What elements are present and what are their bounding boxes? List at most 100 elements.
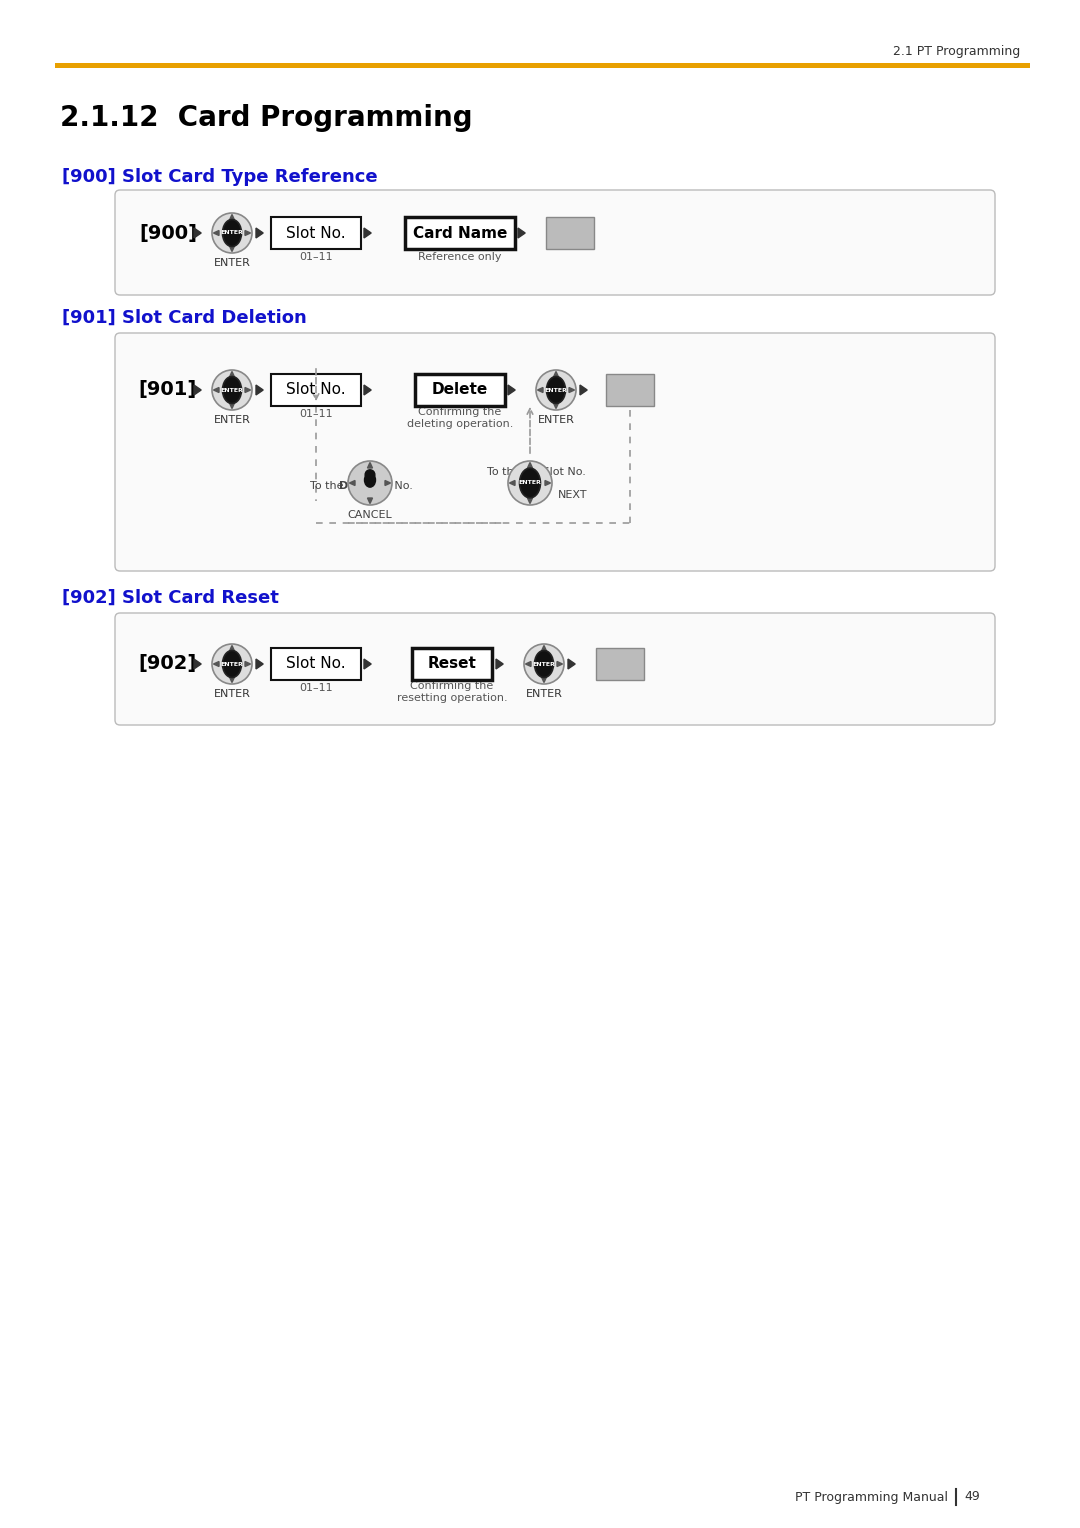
Polygon shape: [194, 385, 201, 394]
Polygon shape: [364, 659, 372, 669]
Text: END: END: [608, 659, 632, 669]
Polygon shape: [367, 498, 373, 504]
Polygon shape: [510, 480, 515, 486]
Text: ENTER: ENTER: [220, 231, 243, 235]
Text: ENTER: ENTER: [538, 416, 575, 425]
Text: 01–11: 01–11: [299, 410, 333, 419]
Circle shape: [212, 643, 252, 685]
Polygon shape: [256, 385, 264, 394]
Bar: [271, 374, 361, 406]
Polygon shape: [214, 231, 219, 235]
Polygon shape: [256, 659, 264, 669]
Polygon shape: [245, 388, 251, 393]
Polygon shape: [229, 645, 234, 651]
FancyBboxPatch shape: [114, 189, 995, 295]
Text: To the: To the: [310, 481, 347, 490]
Text: ENTER: ENTER: [214, 258, 251, 267]
Circle shape: [348, 461, 392, 504]
Circle shape: [536, 370, 576, 410]
Text: ENTER: ENTER: [214, 689, 251, 698]
Text: ENTER: ENTER: [544, 388, 567, 393]
Polygon shape: [367, 463, 373, 468]
Text: (HOLD): (HOLD): [550, 232, 591, 241]
Text: Desired: Desired: [339, 481, 387, 490]
Bar: [411, 648, 492, 680]
Bar: [405, 217, 515, 249]
Polygon shape: [245, 231, 251, 235]
Text: Slot No.: Slot No.: [366, 481, 413, 490]
Text: Slot No.: Slot No.: [286, 382, 346, 397]
Bar: [596, 648, 644, 680]
Text: Confirming the: Confirming the: [410, 681, 494, 691]
Text: ENTER: ENTER: [214, 416, 251, 425]
Text: Slot No.: Slot No.: [286, 657, 346, 671]
Bar: [546, 217, 594, 249]
Polygon shape: [229, 246, 234, 252]
Polygon shape: [538, 388, 543, 393]
Text: 01–11: 01–11: [299, 683, 333, 694]
Polygon shape: [508, 385, 515, 394]
Bar: [271, 217, 361, 249]
Text: CANCEL: CANCEL: [348, 510, 392, 520]
Text: To the: To the: [487, 468, 524, 477]
Polygon shape: [568, 659, 576, 669]
Polygon shape: [557, 662, 563, 666]
Polygon shape: [194, 659, 201, 669]
Text: 49: 49: [964, 1490, 980, 1504]
Text: Slot No.: Slot No.: [539, 468, 585, 477]
Polygon shape: [214, 388, 219, 393]
Text: PT Programming Manual: PT Programming Manual: [795, 1490, 948, 1504]
Polygon shape: [541, 677, 546, 683]
Ellipse shape: [222, 220, 242, 246]
Ellipse shape: [546, 376, 566, 403]
Text: ENTER: ENTER: [526, 689, 563, 698]
Polygon shape: [350, 480, 355, 486]
Text: Delete: Delete: [432, 382, 488, 397]
Polygon shape: [496, 659, 503, 669]
Polygon shape: [229, 371, 234, 377]
Text: END: END: [558, 219, 582, 228]
Polygon shape: [229, 214, 234, 220]
Polygon shape: [364, 228, 372, 238]
Bar: [271, 648, 361, 680]
Circle shape: [524, 643, 564, 685]
Text: Next: Next: [516, 468, 545, 477]
Polygon shape: [364, 385, 372, 394]
Polygon shape: [545, 480, 551, 486]
Polygon shape: [384, 480, 391, 486]
Text: [902]: [902]: [139, 654, 198, 674]
Text: deleting operation.: deleting operation.: [407, 419, 513, 429]
Ellipse shape: [519, 468, 540, 498]
Text: 2.1.12  Card Programming: 2.1.12 Card Programming: [60, 104, 473, 131]
Text: [900] Slot Card Type Reference: [900] Slot Card Type Reference: [62, 168, 378, 186]
Polygon shape: [527, 498, 532, 504]
Polygon shape: [214, 662, 219, 666]
Polygon shape: [194, 228, 201, 238]
Text: NEXT: NEXT: [558, 490, 588, 500]
Circle shape: [365, 469, 375, 480]
Text: [901]: [901]: [139, 380, 198, 399]
Ellipse shape: [535, 651, 554, 677]
FancyBboxPatch shape: [114, 613, 995, 724]
Text: [901] Slot Card Deletion: [901] Slot Card Deletion: [62, 309, 307, 327]
Text: Reset: Reset: [428, 657, 476, 671]
Circle shape: [212, 370, 252, 410]
Polygon shape: [541, 645, 546, 651]
Text: ENTER: ENTER: [220, 388, 243, 393]
Circle shape: [508, 461, 552, 504]
Text: Card Name: Card Name: [413, 226, 508, 240]
Text: ENTER: ENTER: [220, 662, 243, 666]
Text: END: END: [618, 385, 642, 396]
Polygon shape: [554, 403, 558, 408]
Bar: [606, 374, 654, 406]
Polygon shape: [527, 463, 532, 468]
FancyBboxPatch shape: [114, 333, 995, 571]
Polygon shape: [518, 228, 525, 238]
Polygon shape: [554, 371, 558, 377]
Circle shape: [212, 212, 252, 254]
Text: Confirming the: Confirming the: [418, 406, 501, 417]
Polygon shape: [526, 662, 531, 666]
Bar: [415, 374, 505, 406]
Polygon shape: [245, 662, 251, 666]
Text: 01–11: 01–11: [299, 252, 333, 261]
